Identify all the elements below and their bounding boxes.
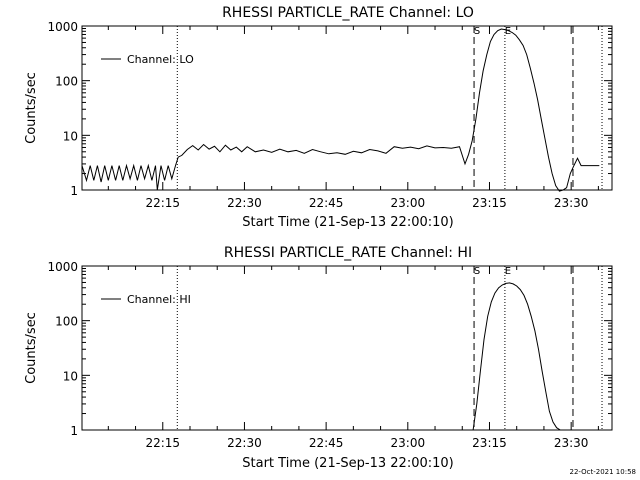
x-tick-label: 22:45 <box>309 196 344 210</box>
footer-timestamp: 22-Oct-2021 10:58 <box>570 468 636 476</box>
event-marker-label: E <box>505 266 511 277</box>
x-tick-label: 22:30 <box>227 196 262 210</box>
x-tick-label: 22:15 <box>145 196 180 210</box>
y-tick-label: 100 <box>55 315 78 329</box>
event-marker-label: S <box>474 266 480 277</box>
x-tick-label: 23:30 <box>554 436 589 450</box>
x-tick-label: 23:00 <box>391 196 426 210</box>
plot-frame <box>81 265 613 431</box>
x-tick-label: 23:15 <box>472 196 507 210</box>
x-tick-label: 23:15 <box>472 436 507 450</box>
x-axis-label: Start Time (21-Sep-13 22:00:10) <box>242 456 453 471</box>
y-tick-label: 1 <box>70 184 78 198</box>
series-line <box>472 282 561 431</box>
series-line <box>81 28 600 192</box>
chart-title: RHESSI PARTICLE_RATE Channel: LO <box>222 5 474 21</box>
y-tick-label: 100 <box>55 75 78 89</box>
y-tick-label: 10 <box>63 369 78 383</box>
panel-hi: RHESSI PARTICLE_RATE Channel: HI Counts/… <box>24 245 613 471</box>
event-marker-label: S <box>474 26 480 37</box>
legend-label: Channel: LO <box>127 53 194 66</box>
y-tick-label: 10 <box>63 129 78 143</box>
x-tick-label: 23:00 <box>391 436 426 450</box>
x-axis-label: Start Time (21-Sep-13 22:00:10) <box>242 215 453 230</box>
panel-lo: RHESSI PARTICLE_RATE Channel: LO Counts/… <box>24 5 613 230</box>
y-tick-label: 1000 <box>47 260 78 274</box>
x-tick-label: 22:15 <box>145 436 180 450</box>
y-tick-label: 1 <box>70 424 78 438</box>
legend-label: Channel: HI <box>127 293 191 306</box>
x-tick-label: 22:30 <box>227 436 262 450</box>
y-tick-label: 1000 <box>47 20 78 34</box>
y-axis-label: Counts/sec <box>24 72 39 144</box>
plot-frame <box>81 25 613 191</box>
x-tick-label: 23:30 <box>554 196 589 210</box>
event-marker-label: E <box>505 26 511 37</box>
y-axis-label: Counts/sec <box>24 312 39 384</box>
chart-title: RHESSI PARTICLE_RATE Channel: HI <box>224 245 472 261</box>
x-tick-label: 22:45 <box>309 436 344 450</box>
